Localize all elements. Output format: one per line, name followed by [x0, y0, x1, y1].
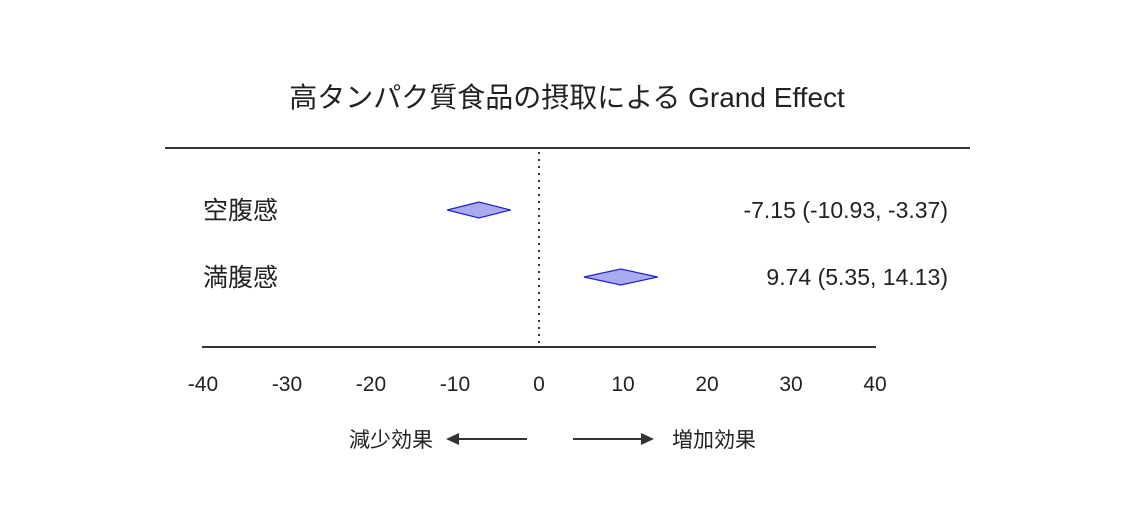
x-tick-label: -20 — [356, 373, 386, 396]
x-tick-label: 30 — [779, 373, 802, 396]
effect-diamond — [583, 268, 658, 286]
x-tick-labels: -40 -30 -20 -10 0 10 20 30 40 — [188, 373, 887, 396]
left-arrow-icon — [446, 433, 459, 445]
direction-right-label: 増加効果 — [672, 429, 756, 452]
direction-annotations: 減少効果 増加効果 — [349, 429, 756, 452]
row-label: 空腹感 — [203, 197, 278, 225]
rows-group: 空腹感 -7.15 (-10.93, -3.37) 満腹感 9.74 (5.35, 1… — [203, 197, 948, 292]
x-tick-label: -30 — [272, 373, 302, 396]
x-tick-label: -40 — [188, 373, 218, 396]
row-label: 満腹感 — [203, 264, 278, 292]
estimate-ci-label: 9.74 (5.35, 14.13) — [766, 264, 948, 290]
x-tick-label: 10 — [611, 373, 634, 396]
effect-diamond — [447, 201, 511, 219]
estimate-ci-label: -7.15 (-10.93, -3.37) — [743, 197, 948, 223]
chart-title: 高タンパク質食品の摂取による Grand Effect — [289, 82, 845, 113]
direction-left-label: 減少効果 — [349, 429, 433, 452]
x-tick-label: 40 — [863, 373, 886, 396]
right-arrow-icon — [641, 433, 654, 445]
x-tick-label: -10 — [440, 373, 470, 396]
x-tick-label: 20 — [695, 373, 718, 396]
x-tick-label: 0 — [533, 373, 545, 396]
